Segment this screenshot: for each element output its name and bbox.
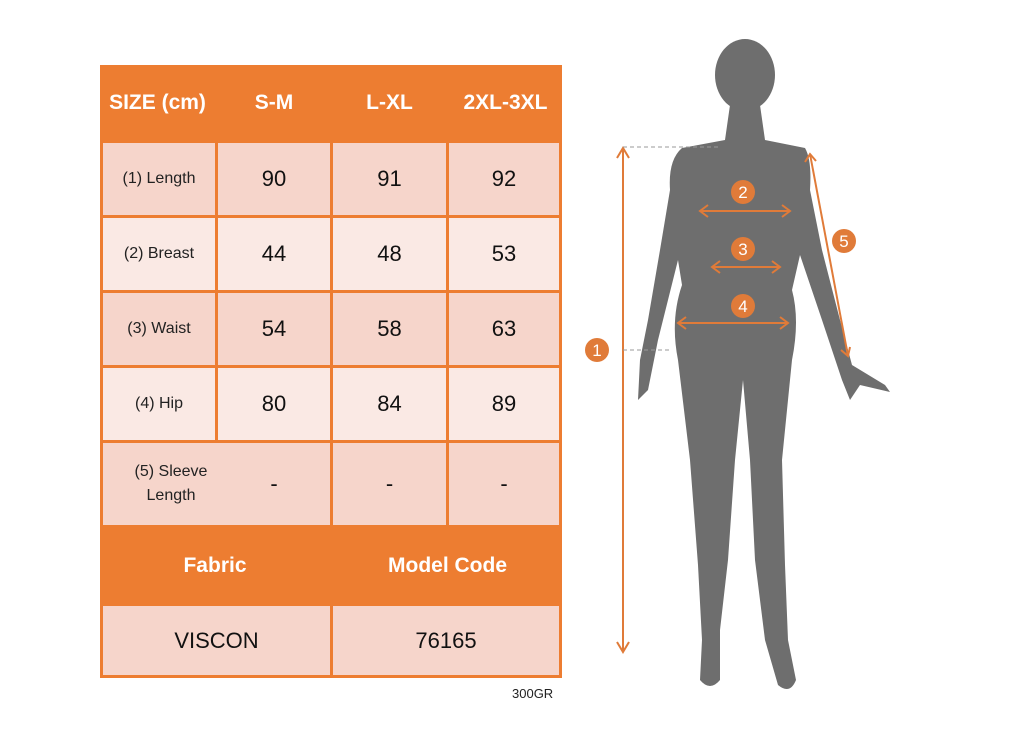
row-label: (3) Waist (103, 293, 215, 365)
fabric-value-text: VISCON (174, 627, 259, 653)
marker-2: 2 (738, 183, 747, 202)
value-cell: 54 (218, 293, 330, 365)
value-cell-text: - (270, 471, 278, 496)
row-label: (4) Hip (103, 368, 215, 440)
row-label-text: (5) Sleeve Length (134, 463, 208, 504)
value-cell: 44 (218, 218, 330, 290)
header-cell-text: S-M (254, 90, 294, 114)
measure-markers (585, 180, 856, 362)
value-cell-text: 80 (261, 391, 287, 416)
row-label: (5) Sleeve Length (103, 443, 239, 525)
value-cell-text: 89 (491, 391, 517, 416)
weight-note: 300GR (512, 686, 554, 701)
size-table: SIZE (cm) S-M L-XL 2XL-3XL (1) Length 90 91 92 (… (100, 65, 562, 678)
row-label: (2) Breast (103, 218, 215, 290)
value-cell-text: 91 (377, 166, 402, 191)
header-cell: S-M (218, 65, 330, 140)
header-cell-text: 2XL-3XL (463, 90, 548, 114)
model-code-value: 76165 (333, 606, 559, 675)
marker-4: 4 (738, 297, 747, 316)
row-label-text: (1) Length (122, 170, 196, 187)
value-cell-text: 90 (261, 166, 287, 191)
value-cell: 58 (333, 293, 446, 365)
value-cell-text: 53 (491, 241, 517, 266)
value-cell: 89 (449, 368, 559, 440)
value-cell: - (333, 443, 446, 525)
header-cell-text: L-XL (366, 90, 413, 114)
value-cell: - (218, 443, 330, 525)
fabric-value: VISCON (103, 606, 330, 675)
value-cell: 90 (218, 143, 330, 215)
fabric-header-text: Fabric (183, 553, 247, 577)
marker-1: 1 (592, 341, 601, 360)
value-cell: 53 (449, 218, 559, 290)
row-label: (1) Length (103, 143, 215, 215)
value-cell-text: 54 (261, 316, 287, 341)
value-cell-text: 63 (491, 316, 517, 341)
header-cell: L-XL (333, 65, 446, 140)
value-cell-text: 48 (377, 241, 402, 266)
silhouette (638, 39, 890, 689)
value-cell: - (449, 443, 559, 525)
row-label-text: (3) Waist (127, 320, 191, 337)
header-cell: SIZE (cm) (100, 65, 215, 140)
value-cell-text: - (385, 471, 394, 496)
value-cell: 80 (218, 368, 330, 440)
value-cell: 91 (333, 143, 446, 215)
model-code-header: Model Code (333, 528, 562, 603)
value-cell-text: 92 (491, 166, 517, 191)
header-cell: 2XL-3XL (449, 65, 562, 140)
model-code-value-text: 76165 (415, 627, 477, 653)
model-code-header-text: Model Code (388, 553, 507, 577)
value-cell: 63 (449, 293, 559, 365)
value-cell-text: 58 (377, 316, 402, 341)
value-cell-text: 84 (377, 391, 402, 416)
value-cell-text: 44 (261, 241, 287, 266)
body-silhouette-diagram: 1 2 3 4 5 (585, 39, 890, 689)
row-label-text: (2) Breast (123, 245, 195, 262)
marker-5: 5 (839, 232, 848, 251)
value-cell-text: - (500, 471, 508, 496)
marker-3: 3 (738, 240, 747, 259)
measure-lines (616, 146, 851, 654)
row-label-text: (4) Hip (134, 395, 183, 412)
value-cell: 92 (449, 143, 559, 215)
header-cell-text: SIZE (cm) (109, 90, 206, 114)
value-cell: 84 (333, 368, 446, 440)
value-cell: 48 (333, 218, 446, 290)
fabric-header: Fabric (100, 528, 330, 603)
